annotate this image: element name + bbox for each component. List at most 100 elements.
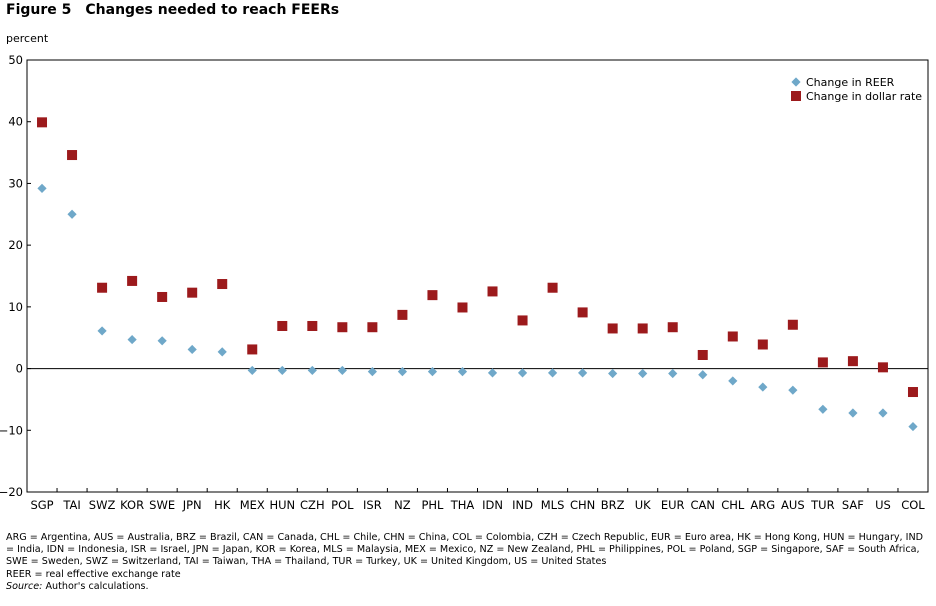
legend-label: Change in dollar rate [806,90,922,103]
dollar-rate-point [187,287,198,298]
dollar-rate-point [457,302,468,313]
x-axis-ticks: SGP TAI SWZ KOR SWE JPN HK MEX HUN CZH POL ISR NZ PHL… [30,488,925,512]
x-tick-label: CHN [570,498,595,512]
source-note: Source: Author's calculations. [6,581,931,593]
x-tick-label: US [875,498,891,512]
x-tick-label: CHL [721,498,745,512]
reer-point [758,382,768,392]
dollar-rate-point [247,344,258,355]
dollar-rate-point [637,323,648,334]
reer-point [668,368,678,379]
y-tick-label: 40 [8,115,23,129]
y-tick-label: 20 [8,238,23,252]
reer-point [698,370,708,380]
dollar-rate-point [877,362,888,373]
reer-point [97,326,107,336]
reer-point [848,408,858,418]
dollar-rate-point [907,387,918,398]
dollar-rate-point [67,150,78,161]
figure-notes: ARG = Argentina, AUS = Australia, BRZ = … [6,532,931,593]
x-tick-label: CAN [691,498,716,512]
y-axis-ticks: −20 −10 0 10 20 30 40 50 [0,53,31,499]
reer-point [517,368,528,378]
reer-point [908,421,918,432]
reer-point [217,347,227,357]
dollar-rate-point [97,282,108,293]
reer-point [638,368,648,379]
x-tick-label: IDN [482,498,503,512]
x-tick-label: IND [512,498,533,512]
dollar-rate-point [157,291,168,302]
plot-frame [26,59,929,493]
dollar-rate-point [427,290,438,301]
x-tick-label: THA [450,498,475,512]
x-tick-label: COL [901,498,925,512]
figure-number: Figure 5 [6,2,72,18]
dollar-rate-point [307,320,318,331]
reer-point [728,376,738,386]
legend-label: Change in REER [806,76,895,89]
figure-title: Figure 5 Changes needed to reach FEERs [6,2,339,18]
dollar-rate-point [367,322,378,333]
x-tick-label: CZH [300,498,325,512]
reer-point [397,367,408,377]
x-tick-label: AUS [781,498,805,512]
reer-point [878,408,888,418]
dollar-rate-point [667,322,678,333]
dollar-rate-point [217,279,228,290]
y-tick-label: 0 [16,362,23,376]
dollar-rate-point [517,315,528,326]
dollar-rate-point [37,117,48,128]
source-text: Author's calculations. [42,580,149,592]
reer-point [157,336,167,346]
x-tick-label: HUN [269,498,295,512]
x-tick-label: PHL [421,498,444,512]
source-label: Source: [6,580,43,592]
reer-point [337,365,347,376]
reer-point [67,209,77,219]
x-tick-label: SGP [30,498,53,512]
y-tick-label: 50 [8,53,23,67]
dollar-rate-point [697,349,708,360]
reer-note: REER = real effective exchange rate [6,568,181,580]
reer-point [187,344,197,355]
x-tick-label: SAF [842,498,864,512]
x-tick-label: SWZ [89,498,116,512]
x-tick-label: NZ [394,498,411,512]
x-tick-label: TAI [62,498,80,512]
reer-point [547,368,558,378]
reer-point [277,365,287,376]
x-tick-label: BRZ [601,498,625,512]
reer-point [788,385,798,395]
reer-point [307,365,317,376]
reer-point [367,367,377,377]
dollar-rate-point [607,323,618,334]
reer-point [127,334,137,345]
x-tick-label: JPN [182,498,202,512]
dollar-rate-point [337,322,348,333]
y-tick-label: 30 [8,176,23,190]
x-tick-label: MLS [541,498,565,512]
scatter-chart: −20 −10 0 10 20 30 40 50 SGP TAI SWZ KOR SWE JPN HK ME… [0,53,929,512]
dollar-rate-point [847,356,858,367]
dollar-rate-point [397,309,408,320]
reer-point [457,367,468,377]
reer-point [578,368,588,378]
x-tick-label: SWE [149,498,175,512]
x-tick-label: TUR [810,498,834,512]
dollar-rate-point [127,275,138,286]
x-tick-label: HK [214,498,231,512]
dollar-rate-point [757,339,768,350]
reer-point [427,367,438,377]
x-tick-label: ARG [750,498,775,512]
data-points [37,117,918,432]
x-tick-label: ISR [363,498,382,512]
reer-point [608,368,618,379]
x-tick-label: EUR [661,498,685,512]
x-tick-label: UK [635,498,651,512]
x-tick-label: MEX [240,498,265,512]
x-tick-label: POL [331,498,354,512]
dollar-rate-point [487,286,498,297]
abbreviations-note: ARG = Argentina, AUS = Australia, BRZ = … [6,532,924,568]
